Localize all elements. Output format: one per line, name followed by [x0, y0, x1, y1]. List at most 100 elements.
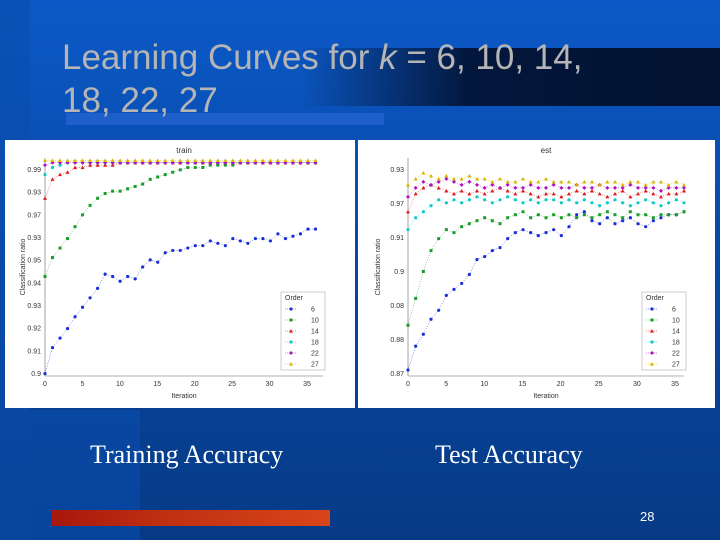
data-point	[659, 204, 663, 208]
data-point	[490, 182, 495, 187]
data-point	[659, 188, 663, 193]
data-point	[513, 185, 518, 190]
data-point	[467, 179, 472, 184]
data-point	[475, 176, 479, 181]
y-tick-label: 0.91	[27, 348, 41, 355]
data-point	[567, 191, 571, 196]
legend-label: 27	[672, 362, 680, 369]
data-point	[43, 158, 47, 162]
data-point	[605, 210, 609, 214]
legend-label: 22	[311, 351, 319, 358]
data-point	[313, 158, 318, 162]
data-point	[544, 198, 548, 202]
data-point	[231, 236, 235, 241]
data-point	[475, 182, 479, 187]
data-point	[521, 228, 525, 232]
data-point	[283, 158, 288, 162]
data-point	[628, 194, 633, 199]
data-point	[73, 158, 78, 162]
data-point	[245, 158, 250, 162]
data-point	[406, 228, 410, 232]
data-point	[529, 216, 533, 220]
data-point	[590, 185, 594, 190]
data-point	[674, 198, 678, 202]
data-point	[498, 222, 502, 226]
legend-marker	[289, 340, 293, 344]
legend	[641, 291, 687, 371]
data-point	[666, 185, 671, 190]
series-line	[407, 196, 685, 230]
data-point	[414, 216, 418, 220]
data-point	[651, 185, 656, 190]
data-point	[498, 198, 502, 202]
x-tick-label: 0	[43, 381, 47, 388]
data-point	[238, 158, 243, 162]
legend-marker	[289, 329, 293, 333]
data-point	[659, 216, 663, 220]
data-point	[598, 222, 602, 226]
data-point	[406, 209, 410, 214]
data-point	[436, 185, 441, 190]
data-point	[528, 182, 533, 187]
legend-title: Order	[285, 295, 304, 302]
data-point	[521, 201, 525, 205]
data-point	[452, 287, 456, 291]
y-tick-label: 0.97	[27, 212, 41, 219]
x-tick-label: 15	[519, 381, 527, 388]
title-prefix: Learning Curves for	[62, 38, 380, 77]
data-point	[298, 232, 303, 236]
data-point	[208, 158, 213, 162]
data-point	[620, 188, 625, 193]
data-point	[651, 201, 655, 205]
data-point	[50, 158, 55, 162]
legend-marker	[650, 351, 654, 355]
data-point	[80, 305, 85, 309]
data-point	[559, 185, 564, 190]
data-point	[644, 198, 648, 202]
data-point	[544, 176, 548, 181]
data-point	[582, 179, 587, 184]
data-point	[140, 158, 145, 162]
slide-title: Learning Curves for k = 6, 10, 14, 18, 2…	[62, 36, 682, 122]
x-tick-label: 35	[671, 381, 679, 388]
data-point	[536, 185, 541, 190]
data-point	[582, 210, 586, 214]
data-point	[276, 232, 280, 236]
data-point	[141, 265, 145, 269]
legend-marker	[650, 340, 654, 344]
series-line	[44, 162, 316, 277]
data-point	[437, 308, 441, 312]
footer-bar	[52, 510, 330, 526]
data-point	[590, 201, 594, 205]
data-point	[58, 246, 62, 250]
legend-marker	[289, 318, 293, 322]
data-point	[156, 260, 160, 264]
data-point	[506, 237, 510, 241]
y-tick-label: 0.93	[27, 303, 41, 310]
data-point	[475, 188, 479, 193]
data-point	[171, 248, 175, 253]
title-k: k	[379, 38, 397, 77]
data-point	[513, 198, 517, 202]
data-point	[551, 179, 556, 184]
data-point	[185, 158, 190, 162]
data-point	[110, 163, 115, 167]
data-point	[483, 254, 487, 259]
data-point	[513, 231, 517, 235]
data-point	[193, 158, 198, 162]
data-point	[674, 213, 678, 217]
data-point	[437, 237, 441, 241]
data-point	[291, 234, 295, 238]
data-point	[58, 158, 63, 162]
x-tick-label: 25	[595, 381, 603, 388]
data-point	[260, 158, 265, 162]
data-point	[156, 175, 160, 179]
data-point	[613, 179, 617, 184]
data-point	[452, 179, 456, 184]
data-point	[544, 185, 548, 190]
data-point	[414, 344, 418, 348]
data-point	[429, 173, 433, 178]
data-point	[421, 269, 425, 273]
data-point	[544, 216, 548, 220]
data-point	[575, 213, 579, 217]
